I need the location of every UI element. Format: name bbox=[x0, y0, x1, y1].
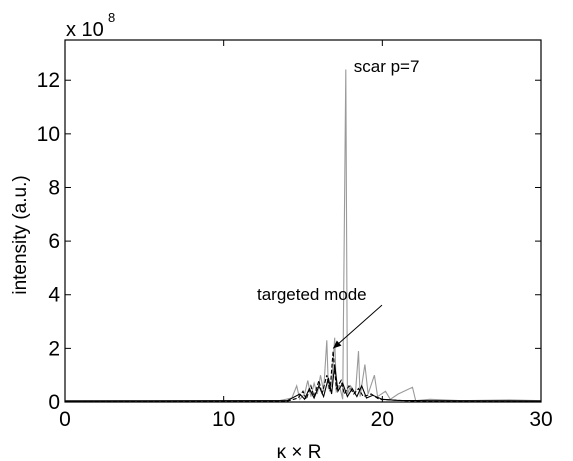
x-tick-label: 0 bbox=[59, 408, 71, 431]
y-tick-label: 8 bbox=[48, 176, 60, 199]
y-multiplier: x 10 8 bbox=[66, 10, 115, 41]
x-tick-label: 10 bbox=[212, 408, 235, 431]
annotations: scar p=7 targeted mode bbox=[257, 57, 420, 349]
y-tick-label: 4 bbox=[48, 284, 60, 307]
x-axis-label: κ × R bbox=[277, 442, 322, 461]
series-line-solid-black bbox=[64, 364, 542, 402]
y-tick-label: 0 bbox=[48, 391, 60, 414]
series-layer bbox=[64, 69, 542, 403]
y-tick-label: 10 bbox=[37, 123, 60, 146]
plot-area-border bbox=[64, 39, 542, 403]
y-multiplier-base: x 10 bbox=[66, 19, 104, 41]
y-tick-label: 12 bbox=[37, 69, 60, 92]
annotation-targeted-mode: targeted mode bbox=[257, 285, 367, 304]
x-tick-label: 30 bbox=[529, 408, 552, 431]
y-tick-label: 6 bbox=[48, 230, 60, 253]
y-tick-label: 2 bbox=[48, 337, 60, 360]
axes-frame bbox=[64, 39, 542, 403]
series-line-dashed-black bbox=[64, 351, 542, 403]
annotation-arrow bbox=[332, 304, 383, 349]
ticks: 0 10 20 30 0 2 4 6 8 10 12 bbox=[37, 40, 553, 431]
y-multiplier-exponent: 8 bbox=[108, 10, 115, 25]
series-line-solid-gray bbox=[64, 69, 542, 402]
annotation-arrowhead bbox=[333, 340, 342, 349]
annotation-scar: scar p=7 bbox=[354, 57, 420, 76]
x-tick-label: 20 bbox=[371, 408, 394, 431]
y-axis-label: intensity (a.u.) bbox=[10, 175, 31, 294]
